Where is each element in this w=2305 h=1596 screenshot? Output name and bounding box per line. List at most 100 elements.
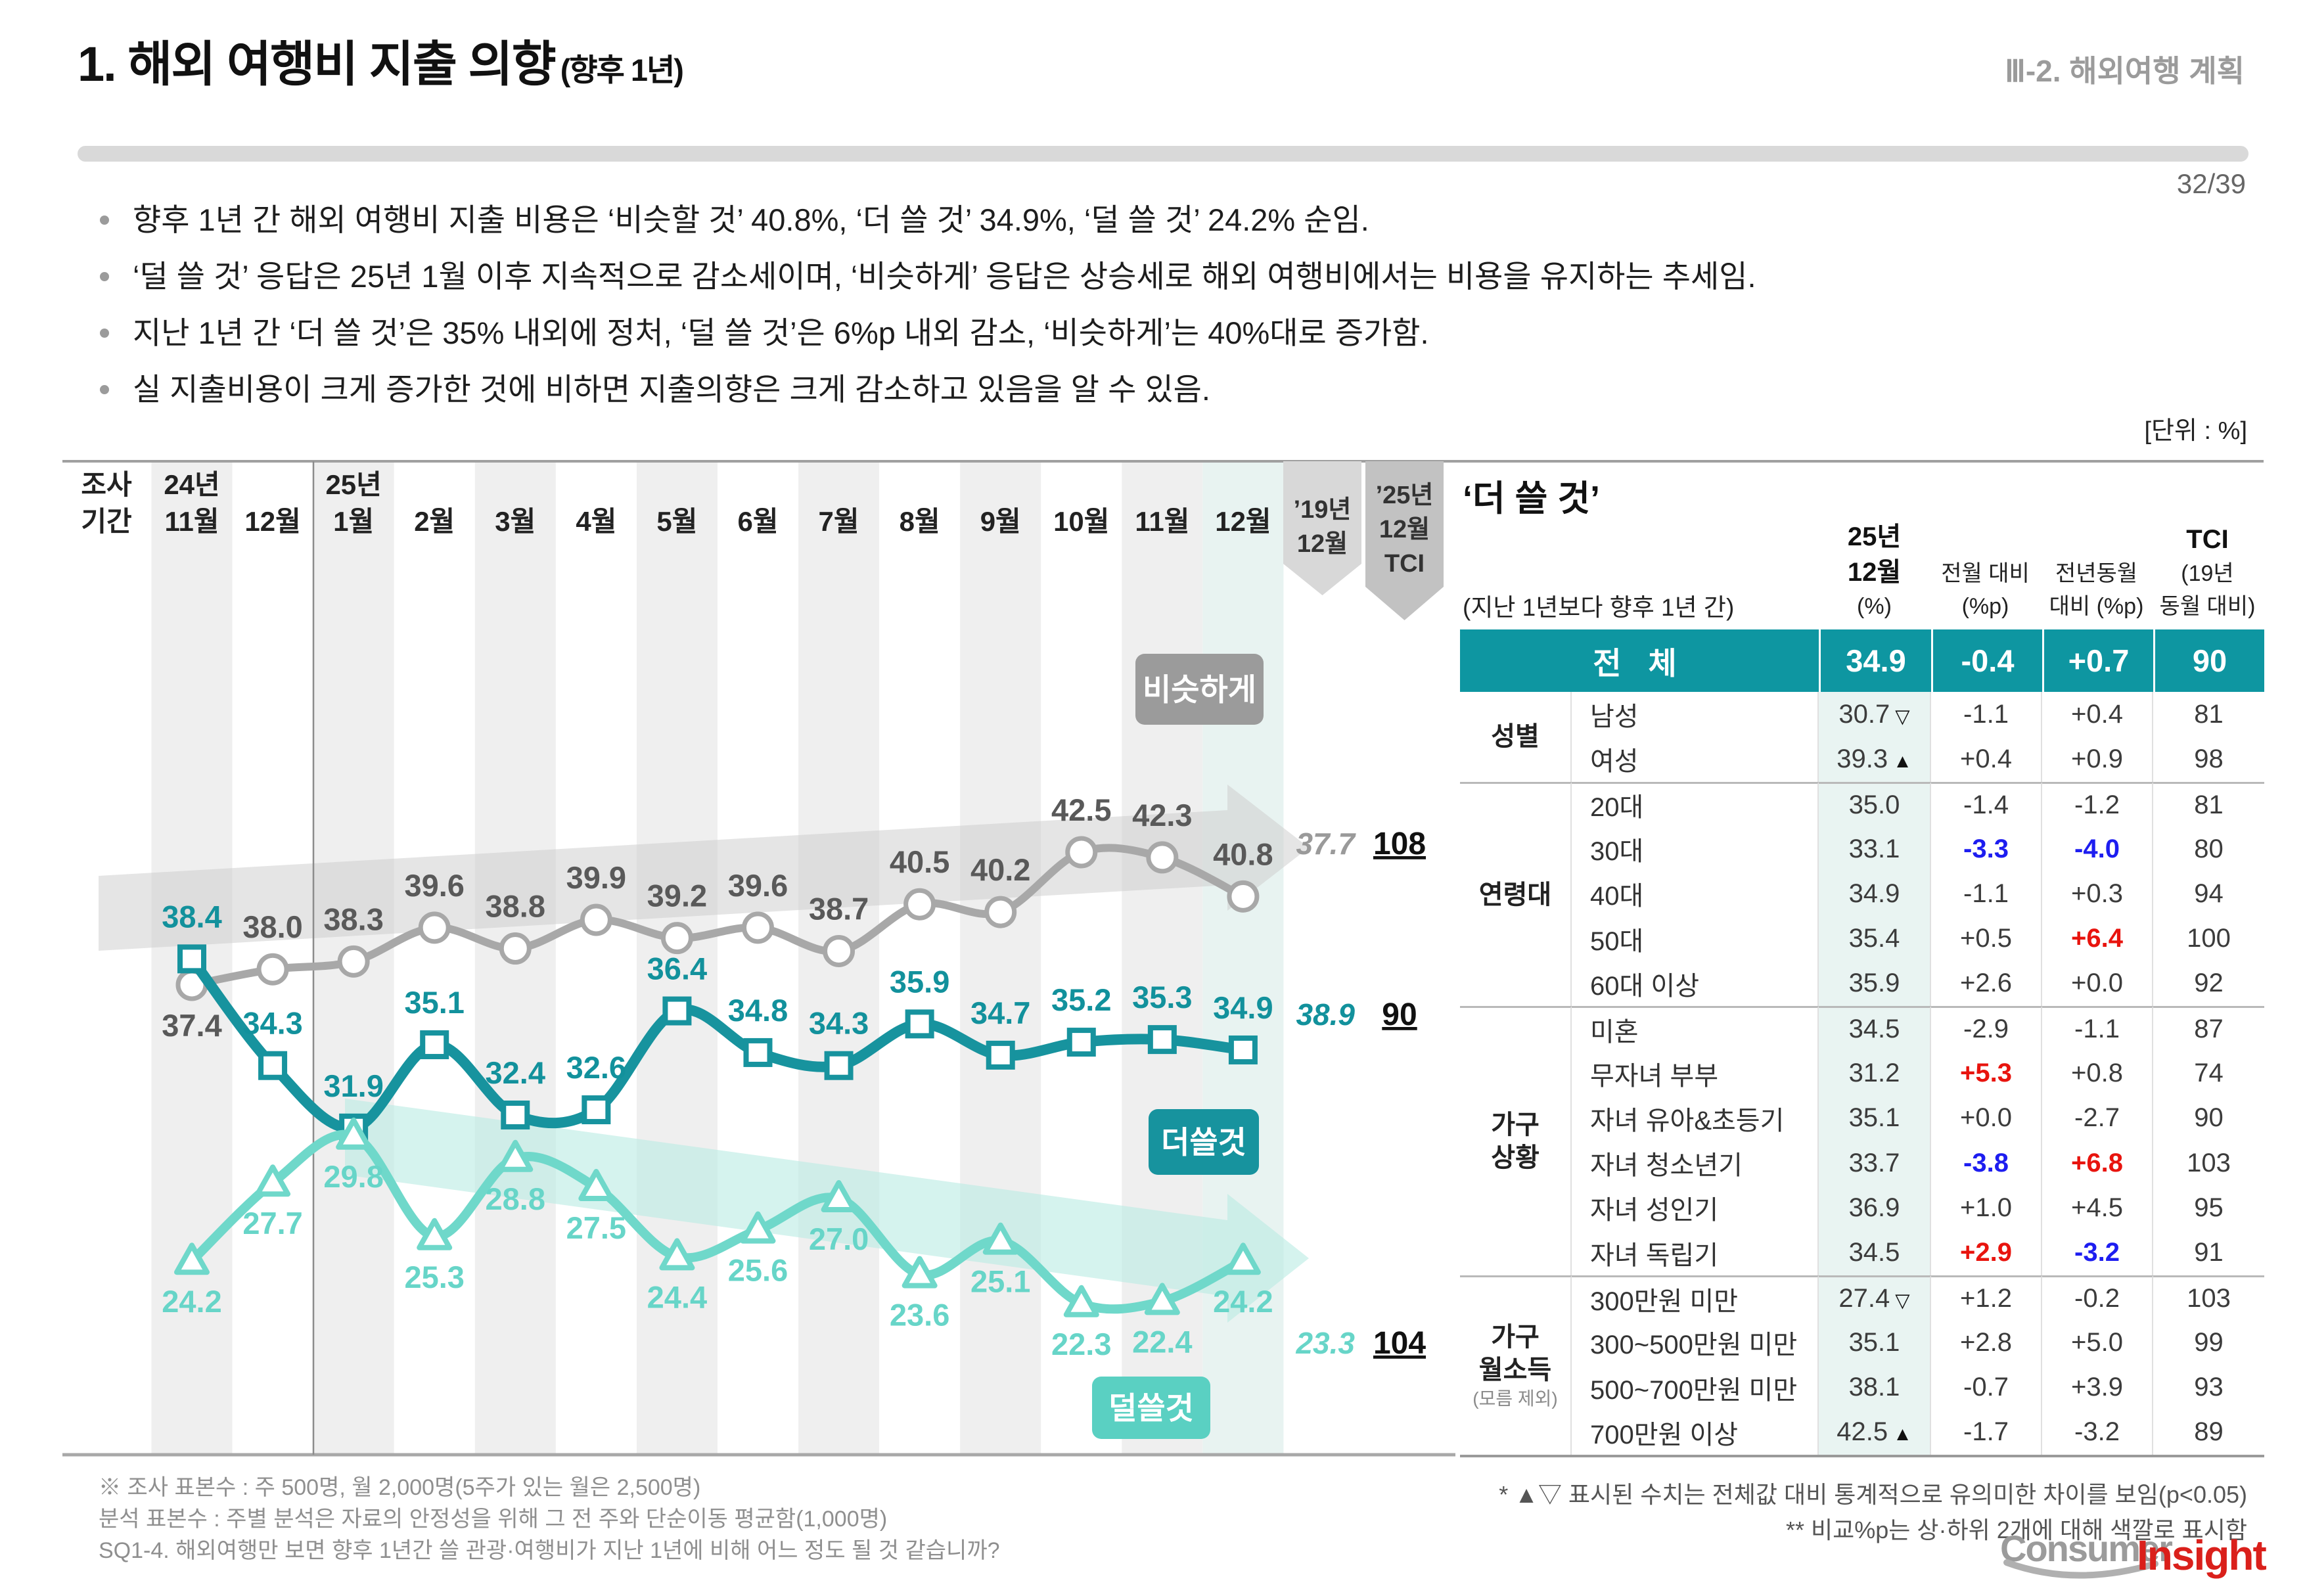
cell-mom: +1.2 [1931, 1275, 2042, 1321]
table-total-row: 전 체 34.9 -0.4 +0.7 90 [1460, 629, 2264, 692]
cell-value: 35.0 [1819, 781, 1931, 827]
footnote-line: * ▲▽ 표시된 수치는 전체값 대비 통계적으로 유의미한 차이를 보임(p<… [1499, 1481, 2247, 1508]
bullet-dot-icon [100, 272, 109, 281]
unit-label: [단위 : %] [2144, 417, 2248, 445]
triangle-marker [1225, 1243, 1261, 1275]
col-header-line: 12월 [1847, 558, 1902, 587]
cell-value: 35.4 [1819, 916, 1931, 961]
cell-tci: 93 [2194, 1373, 2224, 1402]
data-label: 34.8 [728, 993, 788, 1028]
data-label: 24.4 [647, 1279, 707, 1314]
page-number: 32/39 [2176, 168, 2246, 199]
footnotes-right: * ▲▽ 표시된 수치는 전체값 대비 통계적으로 유의미한 차이를 보임(p<… [1499, 1477, 2247, 1548]
month-band [1122, 461, 1203, 1455]
cell-tci: 90 [2194, 1103, 2224, 1133]
data-label: 42.5 [1051, 792, 1111, 827]
col-header-line: 전년동월 [2055, 561, 2138, 586]
cell-mom: -1.7 [1931, 1409, 2042, 1455]
cell-mom: -0.7 [1931, 1365, 2042, 1410]
total-tci: 90 [2153, 629, 2264, 692]
summary-bullets: 향후 1년 간 해외 여행비 지출 비용은 ‘비슷할 것’ 40.8%, ‘더 … [100, 192, 2235, 418]
data-label: 39.6 [404, 868, 464, 903]
data-label: 34.3 [242, 1006, 302, 1041]
cell-tci: 81 [2153, 781, 2264, 827]
cell-tci: 81 [2194, 699, 2224, 729]
cell-value: 34.9 [1819, 871, 1931, 917]
cell-value: 27.4 ▽ [1819, 1275, 1931, 1321]
cell-yoy: +0.4 [2042, 692, 2153, 737]
ref-19dec-value: 37.7 [1296, 827, 1356, 861]
data-label: 25.3 [404, 1260, 464, 1294]
data-label: 28.8 [486, 1181, 545, 1216]
circle-marker [499, 932, 532, 965]
data-label: 32.6 [566, 1050, 626, 1085]
cell-yoy: +5.0 [2042, 1320, 2153, 1365]
circle-marker [175, 969, 208, 1001]
footnotes-left: ※ 조사 표본수 : 주 500명, 월 2,000명(5주가 있는 월은 2,… [99, 1472, 1000, 1566]
cell-mom: +0.4 [1931, 737, 2042, 782]
row-category: 300~500만원 미만 [1572, 1320, 1819, 1365]
table-body: 성별 남성 30.7 ▽ -1.1 +0.4 81 여성 39.3 ▲ +0.4 +0.9 98 연령대 2… [1460, 692, 2264, 1457]
ribbon-text: 12월 [1297, 530, 1348, 558]
data-label: 34.3 [809, 1006, 869, 1041]
consumer-insight-logo: Consumer Insight [2000, 1523, 2267, 1589]
data-label: 40.5 [890, 844, 949, 879]
total-label: 전 체 [1593, 646, 1686, 681]
row-category: 500~700만원 미만 [1572, 1365, 1819, 1410]
cell-value: 38.1 [1819, 1365, 1931, 1410]
cell-tci: 89 [2194, 1417, 2224, 1447]
cell-yoy: +0.3 [2042, 871, 2153, 917]
x-axis-header: 조사 [81, 469, 132, 500]
cell-yoy: +3.9 [2042, 1365, 2153, 1410]
square-marker [986, 1040, 1015, 1070]
col-header-line: (19년 [2181, 561, 2234, 586]
footnote-line: 분석 표본수 : 주별 분석은 자료의 안정성을 위해 그 전 주와 단순이동 … [99, 1507, 888, 1532]
month-band [474, 461, 556, 1455]
cell-mom: +0.5 [1931, 916, 2042, 961]
ref-19dec-value: 23.3 [1295, 1326, 1355, 1360]
cell-yoy: -3.2 [2042, 1230, 2153, 1275]
square-marker [1066, 1028, 1096, 1057]
data-label: 38.4 [162, 899, 221, 934]
cell-mom: -1.4 [1931, 781, 2042, 827]
month-label: 4월 [576, 506, 616, 537]
triangle-marker [982, 1222, 1018, 1255]
col-header-line: 동월 대비) [2159, 594, 2256, 619]
series-badge-더쓸것: 더쓸것 [1149, 1109, 1259, 1175]
data-label: 27.0 [809, 1221, 869, 1256]
cell-value: 34.5 [1819, 1006, 1931, 1051]
cell-value: 35.1 [1819, 1095, 1931, 1141]
cell-mom: -1.1 [1931, 692, 2042, 737]
triangle-marker [821, 1180, 857, 1212]
cell-yoy: -0.2 [2042, 1275, 2153, 1321]
footnote-line: SQ1-4. 해외여행만 보면 향후 1년간 쓸 관광·여행비가 지난 1년에 … [99, 1538, 1000, 1563]
table-title-block: ‘더 쓸 것’ (지난 1년보다 향후 1년 간) [1460, 464, 1819, 629]
col-header-line: 전월 대비 [1941, 561, 2030, 586]
col-header-line: (%p) [1961, 594, 2009, 619]
table-col-header-1: 전월 대비 (%p) [1930, 464, 2041, 629]
month-label: 5월 [656, 506, 697, 537]
group-label: 가구 월소득 (모름 제외) [1460, 1275, 1572, 1455]
circle-marker [741, 911, 774, 944]
triangle-marker [497, 1139, 534, 1172]
series-비슷하게: 37.4 38.0 38.3 39.6 38.8 39.9 39.2 39.6 38.7 40.5… [162, 792, 1426, 1043]
ribbon-text: ’19년 [1294, 496, 1352, 524]
cell-yoy: -3.2 [2042, 1409, 2153, 1455]
cell-tci: 95 [2194, 1193, 2224, 1222]
ribbon-19dec: ’19년 12월 [1283, 461, 1361, 595]
month-label-year: 24년 [164, 469, 219, 500]
data-label: 39.9 [566, 860, 626, 895]
circle-marker [580, 903, 612, 936]
data-label: 23.6 [890, 1298, 949, 1333]
cell-mom: +1.0 [1931, 1185, 2042, 1231]
month-band [636, 461, 718, 1455]
series-line [187, 1129, 1248, 1314]
series-더쓸것: 38.4 34.3 31.9 35.1 32.4 32.6 36.4 34.8 34.3 35.9… [162, 899, 1417, 1143]
tci-value: 104 [1373, 1326, 1426, 1361]
cell-tci: 103 [2187, 1148, 2231, 1177]
cell-yoy: +0.8 [2042, 1051, 2153, 1096]
logo-consumer-text: Consumer [2000, 1528, 2173, 1569]
table-col-header-2: 전년동월 대비 (%p) [2041, 464, 2152, 629]
square-marker [258, 1051, 288, 1080]
cell-value: 36.9 [1819, 1185, 1931, 1231]
